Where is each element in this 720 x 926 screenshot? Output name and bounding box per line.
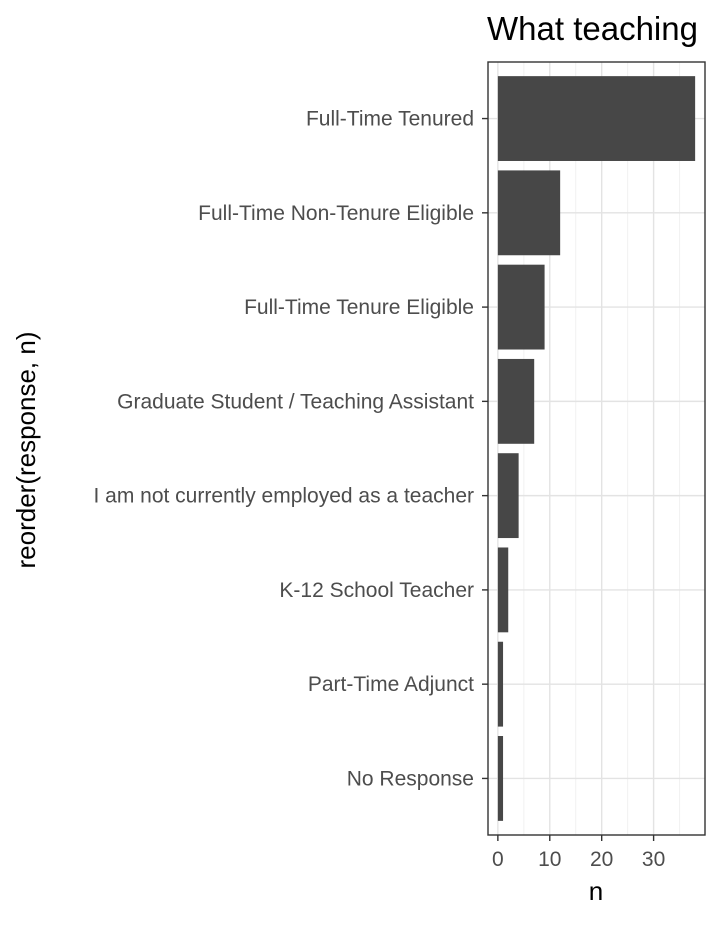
x-axis-title: n bbox=[589, 876, 603, 906]
y-axis: Full-Time Tenured Full-Time Non-Tenure El… bbox=[93, 108, 488, 790]
bar bbox=[497, 264, 545, 350]
y-axis-title: reorder(response, n) bbox=[11, 332, 41, 569]
y-tick-label: Full-Time Non-Tenure Eligible bbox=[198, 202, 474, 225]
bar bbox=[497, 358, 535, 444]
bar bbox=[497, 736, 504, 821]
y-tick-label: K-12 School Teacher bbox=[279, 579, 474, 602]
y-tick-label: Full-Time Tenure Eligible bbox=[244, 296, 474, 319]
x-tick-label: 20 bbox=[590, 848, 613, 871]
bar bbox=[497, 547, 509, 633]
y-tick-label: Part-Time Adjunct bbox=[308, 673, 474, 696]
panel-border bbox=[487, 61, 706, 836]
bar bbox=[497, 76, 696, 161]
y-tick-label: I am not currently employed as a teacher bbox=[93, 485, 474, 508]
x-tick-label: 30 bbox=[642, 848, 665, 871]
y-tick-label: Graduate Student / Teaching Assistant bbox=[117, 390, 474, 413]
bar bbox=[497, 641, 504, 727]
bar bbox=[497, 170, 561, 256]
chart-title: What teaching bbox=[487, 10, 698, 47]
x-axis: 0 10 20 30 bbox=[492, 835, 665, 871]
bar bbox=[497, 453, 519, 539]
x-tick-label: 10 bbox=[538, 848, 561, 871]
y-tick-label: Full-Time Tenured bbox=[306, 108, 474, 131]
y-tick-label: No Response bbox=[347, 767, 474, 790]
plot-panel bbox=[487, 61, 706, 836]
x-tick-label: 0 bbox=[492, 848, 504, 871]
